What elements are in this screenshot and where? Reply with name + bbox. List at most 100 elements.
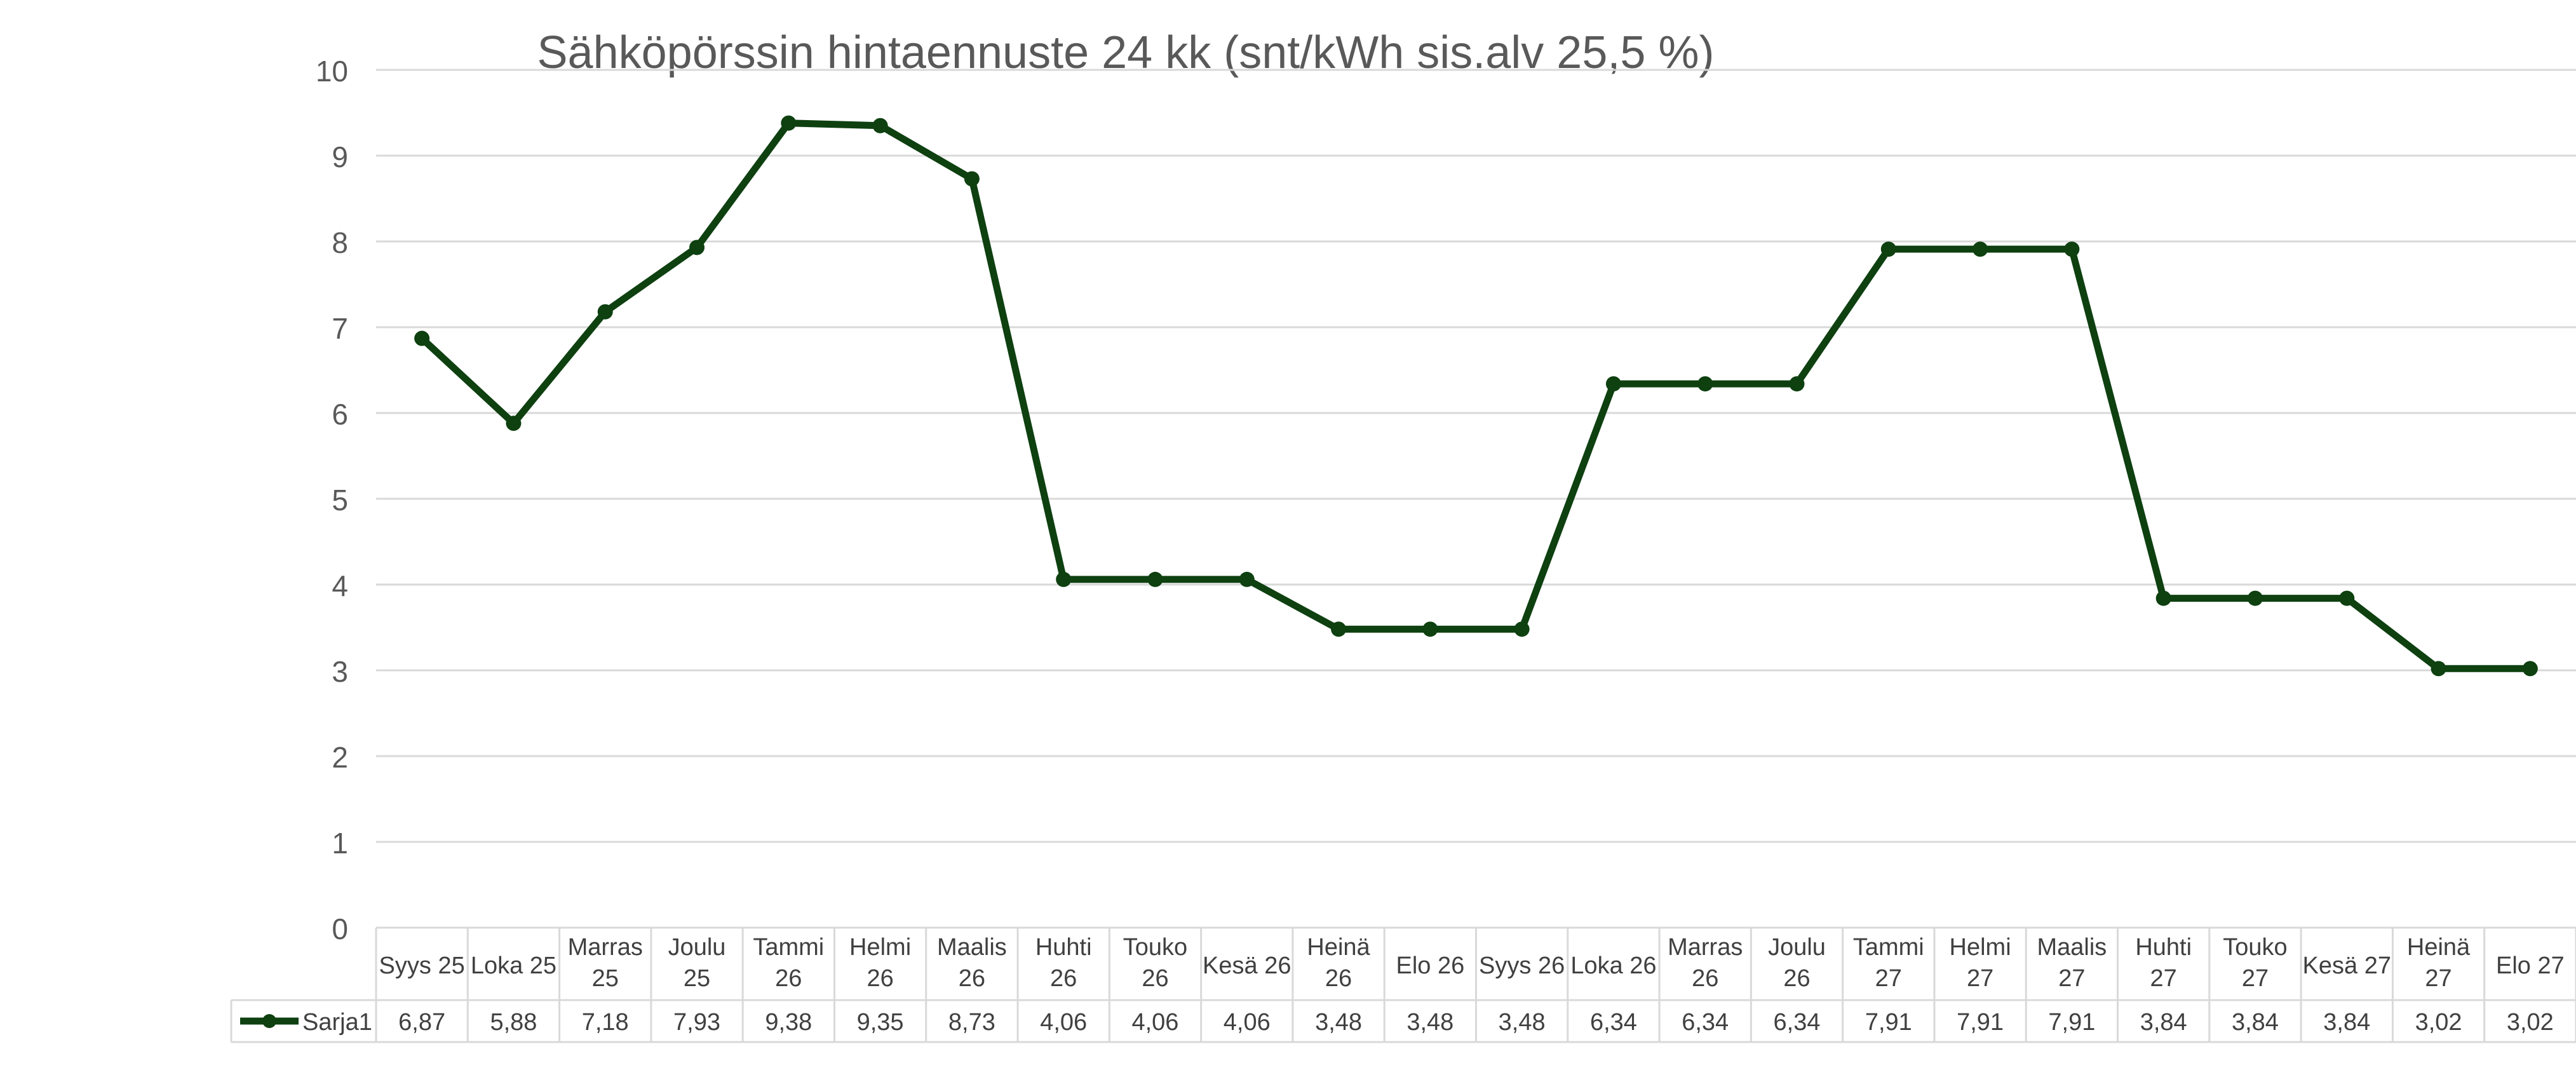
data-point	[1422, 621, 1438, 637]
data-table-value: 7,91	[1957, 1009, 2004, 1036]
x-category-label: 27	[1967, 965, 1993, 992]
data-table-value: 3,84	[2140, 1009, 2187, 1036]
data-point	[1972, 241, 1988, 257]
data-point	[506, 416, 522, 431]
x-category-label: 27	[2058, 965, 2085, 992]
series-line	[418, 119, 2534, 672]
series-layer	[414, 115, 2538, 677]
x-category-label: Tammi	[753, 934, 824, 961]
data-point	[1056, 571, 1072, 587]
y-tick-label: 9	[332, 140, 348, 173]
x-category-label: Syys 26	[1479, 952, 1565, 979]
y-tick-label: 0	[332, 912, 348, 945]
gridlines	[376, 69, 2576, 843]
x-category-label: 26	[775, 965, 802, 992]
data-table-value: 6,34	[1682, 1009, 1729, 1036]
legend-series-name: Sarja1	[302, 1009, 372, 1036]
x-category-label: Marras	[568, 934, 643, 961]
data-table: Syys 25 Loka 25 Marras 25 Joulu 25 Tammi 26 Helm…	[230, 926, 2576, 1043]
data-table-value: 5,88	[490, 1009, 537, 1036]
data-point	[414, 330, 430, 346]
x-category-label: 26	[1142, 965, 1168, 992]
x-category-label: 26	[959, 965, 985, 992]
data-table-value: 3,84	[2323, 1009, 2370, 1036]
data-table-value: 6,87	[398, 1009, 445, 1036]
x-category-label: 25	[684, 965, 710, 992]
data-point	[1147, 571, 1163, 587]
data-point	[2339, 590, 2355, 606]
data-table-value: 7,91	[2048, 1009, 2095, 1036]
y-tick-label: 7	[332, 312, 348, 345]
y-tick-label: 1	[332, 827, 348, 860]
data-point	[597, 304, 613, 320]
x-category-label: Joulu	[1768, 934, 1826, 961]
x-category-label: Huhti	[2135, 934, 2192, 961]
x-category-label: Syys 25	[379, 952, 465, 979]
x-category-label: 27	[2242, 965, 2269, 992]
data-table-value: 3,02	[2415, 1009, 2462, 1036]
x-category-label: 26	[867, 965, 893, 992]
data-point	[964, 171, 980, 187]
data-table-value: 8,73	[948, 1009, 995, 1036]
x-category-label: Helmi	[849, 934, 911, 961]
data-point	[1789, 376, 1805, 392]
data-table-value: 9,38	[765, 1009, 812, 1036]
x-category-label: 26	[1783, 965, 1810, 992]
x-category-label: Touko	[2223, 934, 2287, 961]
data-table-value: 6,34	[1590, 1009, 1637, 1036]
x-category-label: 26	[1692, 965, 1718, 992]
x-category-label: 27	[2150, 965, 2177, 992]
x-category-label: 27	[2425, 965, 2451, 992]
x-category-label: Heinä	[1307, 934, 1370, 961]
data-table-value: 4,06	[1040, 1009, 1087, 1036]
data-point	[1239, 571, 1255, 587]
x-category-label: 26	[1325, 965, 1352, 992]
data-table-value: 7,91	[1865, 1009, 1912, 1036]
x-category-label: Maalis	[2037, 934, 2107, 961]
data-point	[2431, 661, 2446, 677]
x-category-label: Marras	[1668, 934, 1743, 961]
data-point	[2522, 661, 2538, 677]
data-point	[2155, 590, 2171, 606]
data-table-value: 3,48	[1406, 1009, 1453, 1036]
data-point	[2064, 241, 2080, 257]
y-tick-label: 2	[332, 741, 348, 774]
data-point	[689, 240, 705, 255]
y-tick-label: 10	[316, 55, 348, 88]
data-point	[1605, 376, 1621, 392]
data-table-value: 3,02	[2507, 1009, 2554, 1036]
data-table-value: 3,48	[1315, 1009, 1362, 1036]
y-tick-label: 4	[332, 569, 348, 602]
x-category-label: Huhti	[1035, 934, 1092, 961]
x-category-label: Heinä	[2407, 934, 2471, 961]
y-axis-tick-labels: 0 1 2 3 4 5 6 7 8 9 10	[316, 55, 348, 945]
x-category-label: 27	[1875, 965, 1902, 992]
x-category-label: Touko	[1123, 934, 1187, 961]
data-point	[1880, 241, 1896, 257]
x-category-label: Tammi	[1853, 934, 1924, 961]
data-point	[1514, 621, 1530, 637]
x-category-label: Kesä 26	[1203, 952, 1291, 979]
x-category-label: Loka 26	[1570, 952, 1656, 979]
y-tick-label: 5	[332, 484, 348, 517]
data-table-value: 7,18	[582, 1009, 629, 1036]
data-table-value: 6,34	[1774, 1009, 1821, 1036]
x-category-label: 25	[592, 965, 619, 992]
data-point	[1697, 376, 1713, 392]
x-category-label: Joulu	[668, 934, 726, 961]
y-tick-label: 6	[332, 398, 348, 431]
data-point	[1331, 621, 1347, 637]
x-category-label: Maalis	[937, 934, 1007, 961]
y-tick-label: 8	[332, 226, 348, 259]
x-category-label: Kesä 27	[2303, 952, 2391, 979]
data-table-value: 3,84	[2232, 1009, 2279, 1036]
data-table-value: 9,35	[857, 1009, 904, 1036]
data-table-value: 4,06	[1224, 1009, 1271, 1036]
data-table-value: 3,48	[1499, 1009, 1546, 1036]
data-table-value: 7,93	[673, 1009, 720, 1036]
x-category-label: Helmi	[1950, 934, 2011, 961]
y-tick-label: 3	[332, 655, 348, 688]
x-category-label: Elo 27	[2496, 952, 2565, 979]
x-category-label: 26	[1050, 965, 1077, 992]
